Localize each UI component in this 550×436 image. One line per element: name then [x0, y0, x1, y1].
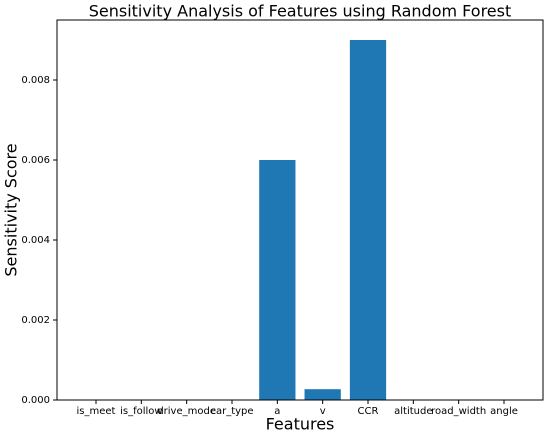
x-tick-label: a [274, 406, 280, 417]
y-axis-label: Sensitivity Score [2, 143, 21, 276]
x-tick-label: altitude [394, 406, 432, 417]
x-tick-label: road_width [431, 406, 486, 417]
x-tick-label: drive_mode [157, 406, 216, 417]
x-tick-label: angle [490, 406, 518, 417]
plot-frame [56, 19, 544, 401]
x-tick-label: is_follow [120, 406, 162, 417]
bar [349, 40, 387, 400]
chart-title: Sensitivity Analysis of Features using R… [89, 2, 512, 21]
x-axis-label: Features [266, 415, 335, 434]
y-tick-label: 0.006 [21, 155, 50, 166]
bar [304, 389, 341, 400]
bar [259, 160, 296, 400]
y-tick-label: 0.004 [21, 235, 50, 246]
y-tick-label: 0.002 [21, 315, 50, 326]
x-tick-label: v [320, 406, 326, 417]
x-tick-label: CCR [358, 406, 379, 417]
y-tick-label: 0.000 [21, 395, 50, 406]
x-tick-label: is_meet [77, 406, 116, 417]
y-tick-label: 0.008 [21, 75, 50, 86]
x-tick-label: car_type [210, 406, 253, 417]
